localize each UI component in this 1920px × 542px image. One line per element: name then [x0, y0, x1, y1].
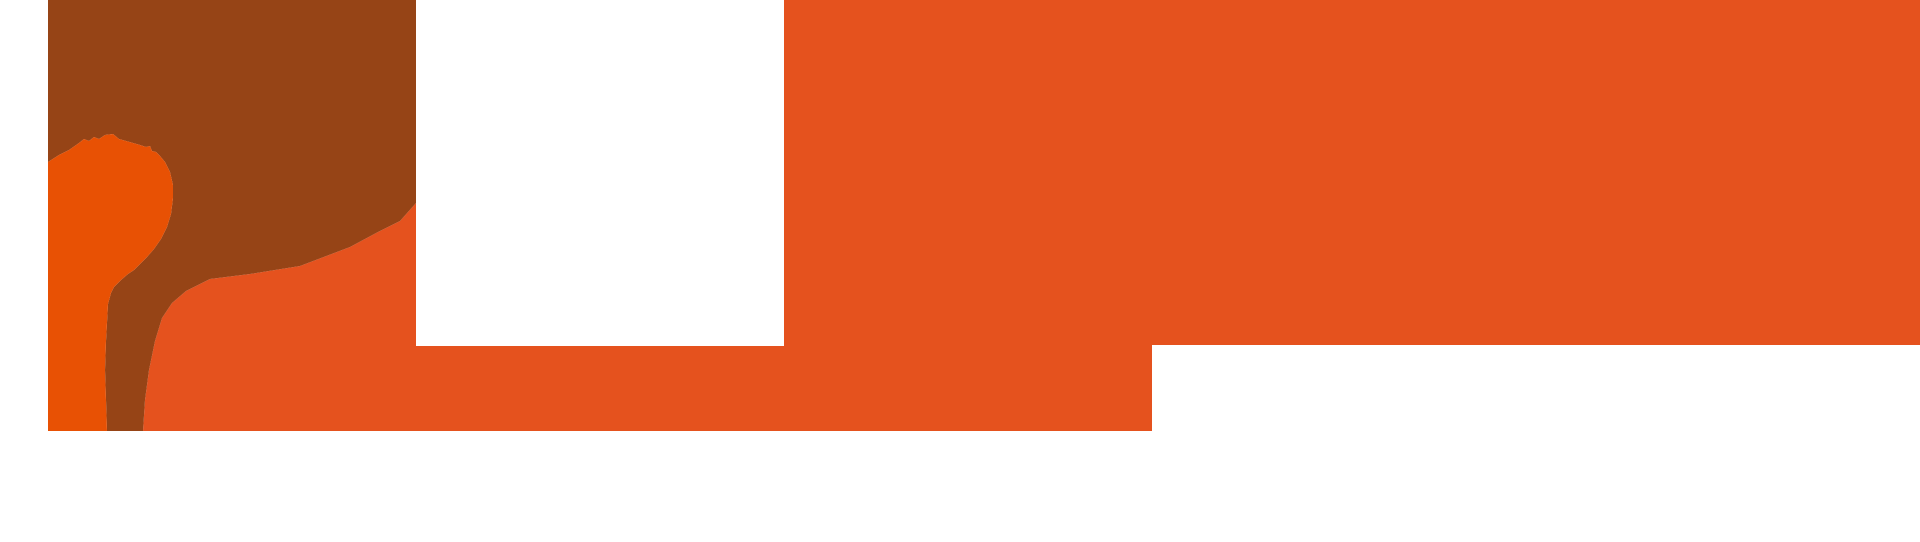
orange-dot-shape	[48, 134, 173, 431]
brown-shape	[48, 0, 416, 431]
orange-swoosh-shape	[143, 0, 1920, 431]
